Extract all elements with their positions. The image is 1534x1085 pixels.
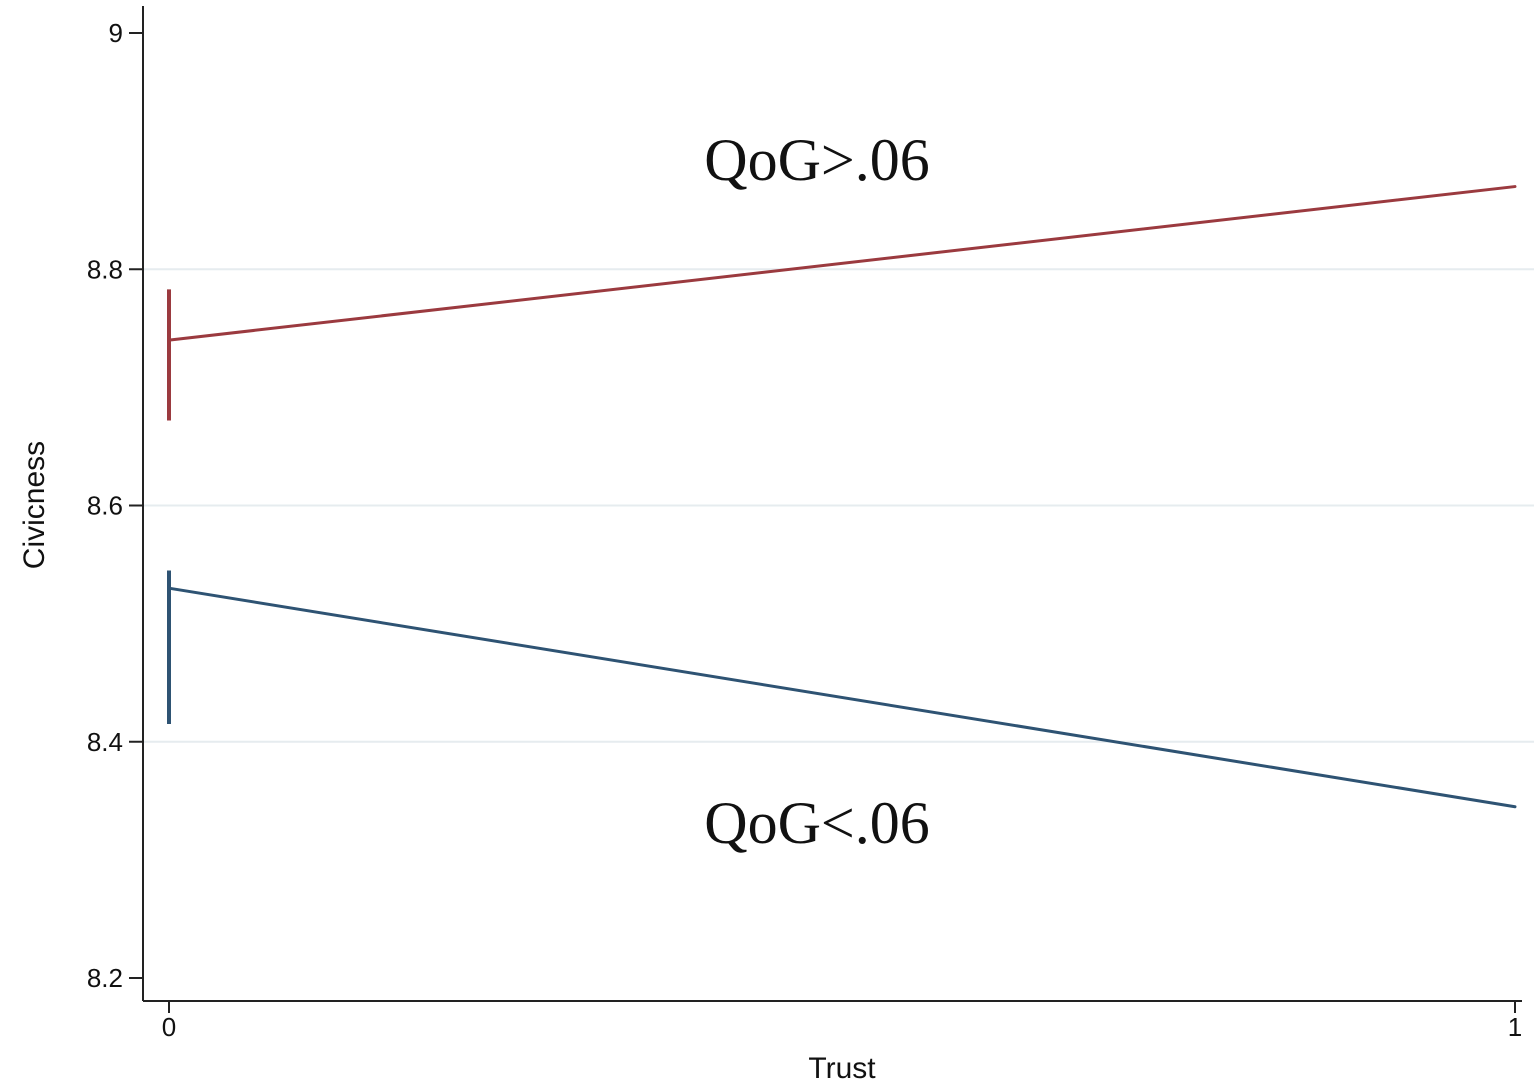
y-tick-label: 8.4	[87, 727, 123, 757]
series-annotation: QoG>.06	[704, 127, 930, 193]
x-tick-label: 1	[1508, 1012, 1522, 1042]
series-line	[167, 185, 1517, 342]
series-line	[167, 586, 1517, 809]
x-axis-title: Trust	[808, 1052, 876, 1085]
annotations: QoG>.06 QoG<.06	[704, 127, 930, 856]
y-axis-title: Civicness	[18, 441, 51, 569]
y-tick-label: 8.2	[87, 963, 123, 993]
y-ticks: 8.2 8.4 8.6 8.8 9	[87, 18, 143, 993]
gridlines	[143, 268, 1534, 743]
y-tick-label: 8.8	[87, 254, 123, 284]
series-annotation: QoG<.06	[704, 790, 930, 856]
series	[167, 185, 1517, 809]
y-tick-label: 9	[109, 18, 123, 48]
axes	[142, 6, 1522, 1002]
x-tick-label: 0	[162, 1012, 176, 1042]
y-tick-label: 8.6	[87, 491, 123, 521]
